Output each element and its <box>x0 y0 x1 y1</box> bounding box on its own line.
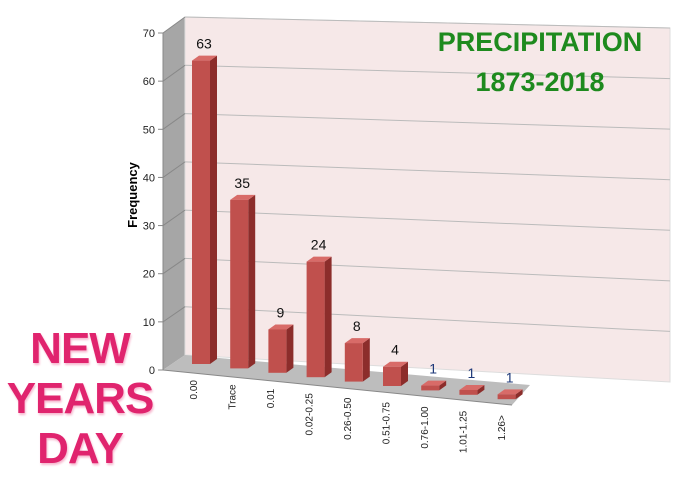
gridline <box>184 209 671 231</box>
bar <box>306 261 325 378</box>
gridline-side <box>162 306 186 323</box>
bar-top <box>230 194 256 200</box>
x-tick-label: 1.01-1.25 <box>459 410 470 453</box>
bar <box>230 199 249 369</box>
x-tick-label: 1.26> <box>497 415 508 440</box>
bar-top <box>268 324 294 330</box>
bar-top <box>192 55 217 61</box>
gridline-side <box>162 258 186 275</box>
bar <box>344 343 363 382</box>
y-tick-label: 70 <box>143 28 155 40</box>
chart-title: PRECIPITATION 1873-2018 <box>420 22 660 102</box>
y-tick-label: 30 <box>143 221 155 233</box>
bar-top <box>459 384 485 390</box>
bar-top <box>421 380 447 386</box>
data-label: 9 <box>277 304 285 320</box>
gridline <box>184 113 671 130</box>
title-line-2: 1873-2018 <box>475 67 605 97</box>
x-tick-label: 0.01 <box>266 388 277 408</box>
gridline-side <box>162 113 186 130</box>
y-tick-label: 10 <box>143 317 155 329</box>
data-label: 63 <box>196 36 212 52</box>
x-axis <box>162 369 513 406</box>
bar-side <box>248 194 256 369</box>
gridline-side <box>162 64 186 82</box>
side-text-2: YEARS <box>6 374 155 423</box>
data-label: 4 <box>391 342 399 358</box>
bar-top <box>344 338 370 344</box>
bar <box>421 385 440 391</box>
bar-side <box>324 256 332 378</box>
y-tick-label: 60 <box>143 76 155 88</box>
data-label: 1 <box>429 361 437 377</box>
side-text-1: NEW <box>30 324 131 373</box>
gridline <box>184 16 671 29</box>
x-tick-label: 0.76-1.00 <box>420 406 431 449</box>
data-label: 8 <box>353 318 361 334</box>
bar <box>268 329 287 373</box>
y-tick-label: 0 <box>149 365 155 377</box>
bar-side <box>286 324 294 373</box>
gridline <box>184 64 671 80</box>
gridline-side <box>162 16 186 34</box>
side-caption: NEW YEARS DAY <box>0 324 160 474</box>
side-wall <box>163 17 185 370</box>
gridline-side <box>162 209 186 226</box>
bar-top <box>497 389 523 395</box>
bar-side <box>439 380 447 391</box>
title-line-1: PRECIPITATION <box>437 27 643 57</box>
bar-side <box>515 389 523 400</box>
bar-side <box>401 361 408 386</box>
side-text-3: DAY <box>37 424 124 473</box>
x-tick-label: 0.26-0.50 <box>343 397 354 440</box>
x-tick-label: 0.00 <box>189 380 200 400</box>
bar <box>383 366 401 386</box>
data-label: 24 <box>311 237 327 253</box>
gridline <box>184 257 671 282</box>
y-axis-label: Frequency <box>125 161 140 228</box>
y-tick-label: 40 <box>143 172 155 184</box>
bar <box>459 389 478 395</box>
x-tick-label: Trace <box>228 384 239 410</box>
bar <box>192 60 210 364</box>
y-tick-label: 20 <box>143 269 155 281</box>
bar-top <box>306 256 332 262</box>
gridline-side <box>162 161 186 178</box>
bar-top <box>383 361 408 367</box>
y-tick-label: 50 <box>143 124 155 136</box>
x-tick-label: 0.02-0.25 <box>305 393 316 436</box>
bar-side <box>210 55 217 364</box>
data-label: 35 <box>234 175 250 191</box>
data-label: 1 <box>506 369 514 385</box>
bar <box>497 394 516 400</box>
bar-side <box>362 338 370 382</box>
gridline <box>184 306 671 332</box>
data-label: 1 <box>468 365 476 381</box>
x-tick-label: 0.51-0.75 <box>382 402 393 445</box>
bar-side <box>477 384 485 395</box>
gridline <box>184 161 671 181</box>
